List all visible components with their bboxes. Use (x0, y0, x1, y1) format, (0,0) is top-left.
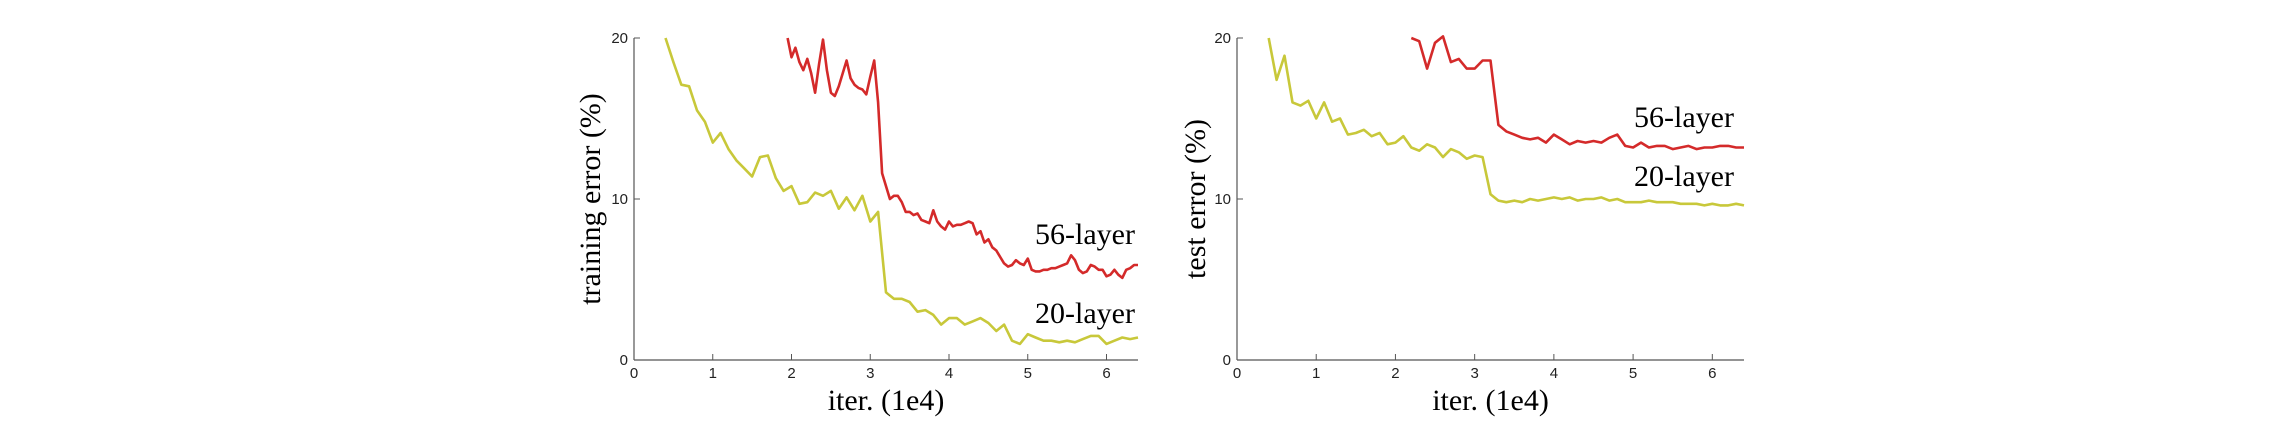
x-tick-label: 3 (866, 365, 874, 382)
x-tick-label: 5 (1629, 365, 1637, 382)
x-tick-label: 4 (1550, 365, 1558, 382)
y-tick-label: 10 (1214, 191, 1231, 208)
x-tick-label: 3 (1470, 365, 1478, 382)
series-line-20-layer (1267, 37, 1745, 207)
x-tick-label: 1 (709, 365, 717, 382)
y-axis-label: training error (%) (574, 93, 607, 305)
series-line-20-layer (664, 37, 1139, 346)
x-tick-label: 0 (630, 365, 638, 382)
x-axis-label: iter. (1e4) (828, 384, 945, 417)
y-tick-label: 0 (620, 352, 628, 369)
y-tick-label: 20 (1214, 30, 1231, 47)
x-tick-label: 5 (1024, 365, 1032, 382)
x-tick-label: 2 (1391, 365, 1399, 382)
x-tick-label: 4 (945, 365, 953, 382)
x-tick-label: 6 (1102, 365, 1110, 382)
series-line-56-layer (1410, 35, 1744, 151)
x-tick-label: 2 (787, 365, 795, 382)
y-tick-label: 20 (611, 30, 628, 47)
series-label-56-layer: 56-layer (1035, 218, 1135, 251)
x-tick-label: 6 (1708, 365, 1716, 382)
y-axis-label: test error (%) (1179, 119, 1212, 279)
y-tick-label: 0 (1223, 352, 1231, 369)
x-tick-label: 1 (1312, 365, 1320, 382)
series-line-56-layer (786, 37, 1138, 280)
chart-1: 0 1 2 3 4 5 6 0 10 20 iter. (1e4) training error (%… (574, 30, 1139, 417)
x-axis-label: iter. (1e4) (1432, 384, 1549, 417)
x-tick-label: 0 (1233, 365, 1241, 382)
chart-2: 0 1 2 3 4 5 6 0 10 20 iter. (1e4) test error (%) 56-… (1179, 30, 1745, 417)
series-label-20-layer: 20-layer (1035, 297, 1135, 330)
series-label-56-layer: 56-layer (1634, 101, 1734, 134)
y-tick-label: 10 (611, 191, 628, 208)
series-label-20-layer: 20-layer (1634, 160, 1734, 193)
